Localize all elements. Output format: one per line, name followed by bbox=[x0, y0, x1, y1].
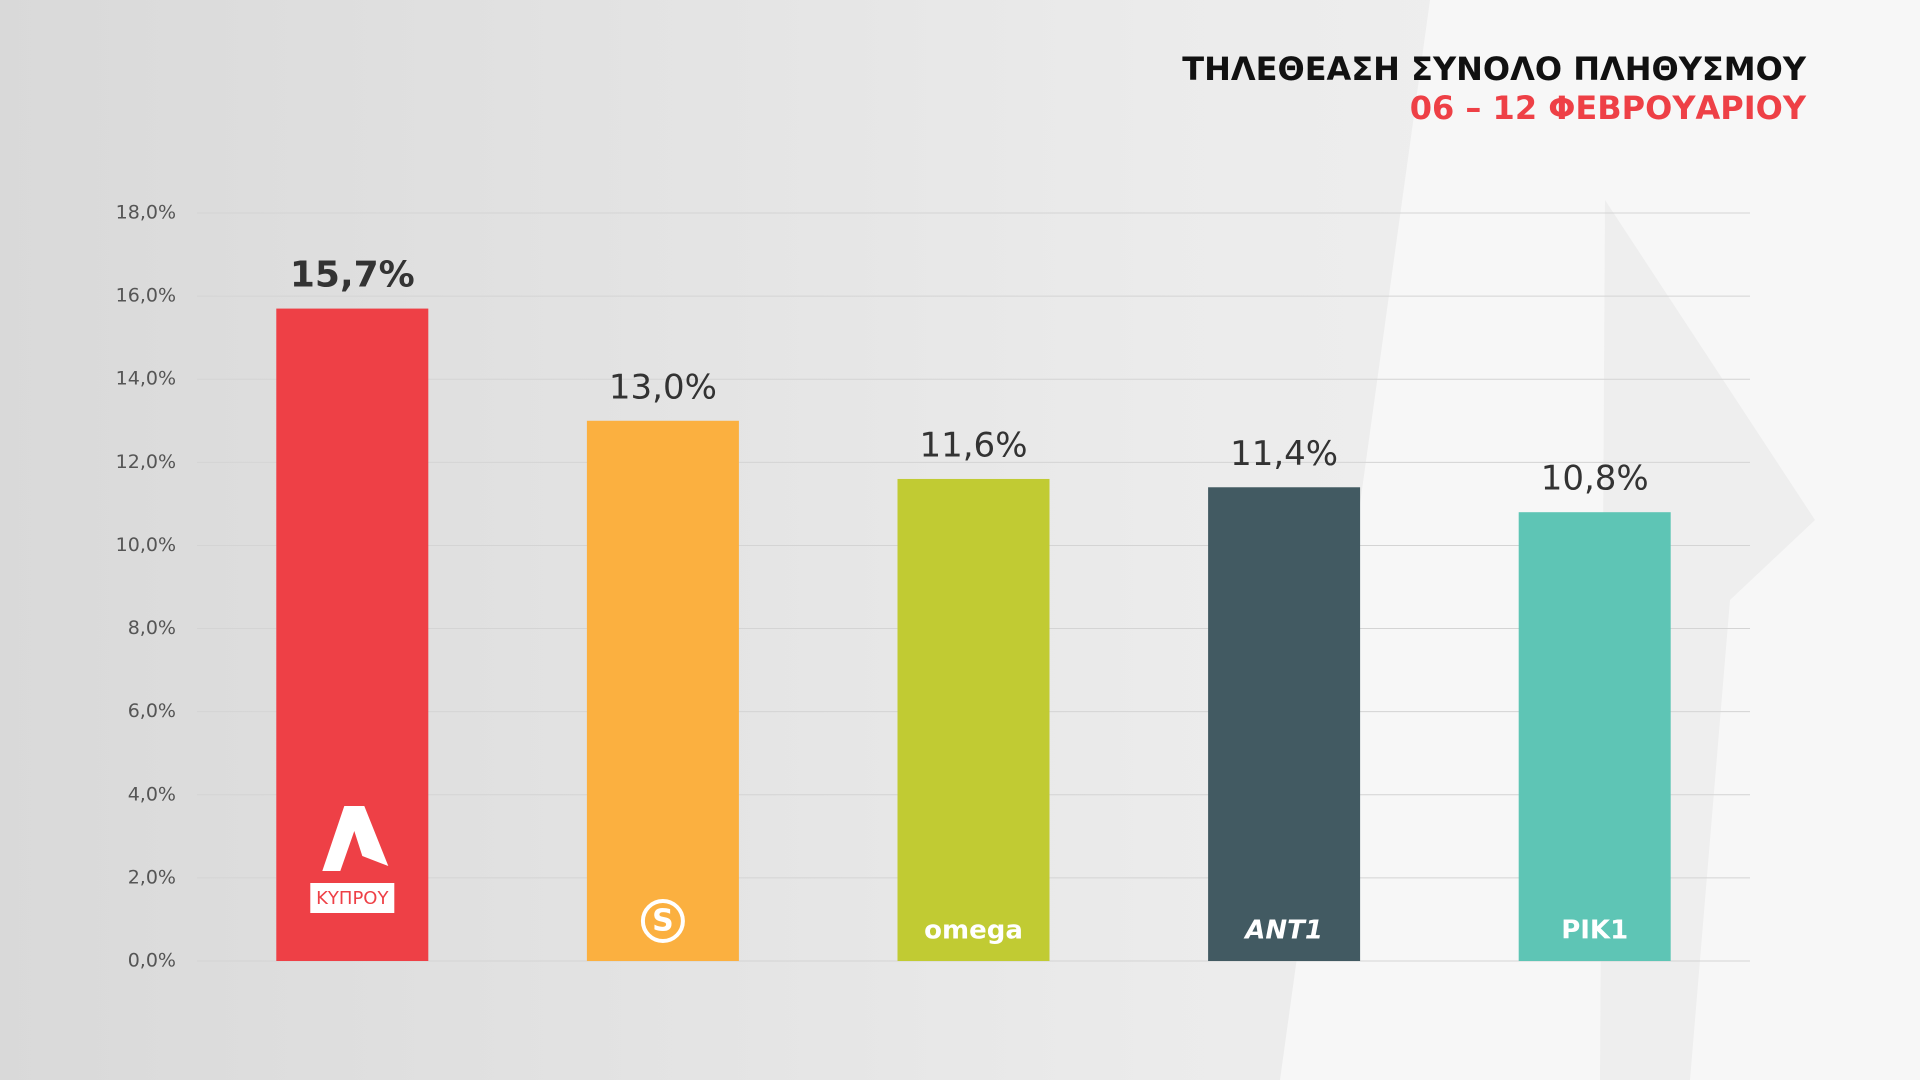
value-label: 11,4% bbox=[1230, 434, 1338, 474]
y-tick-label: 6,0% bbox=[128, 700, 176, 722]
logo-box bbox=[310, 883, 395, 913]
value-label: 13,0% bbox=[609, 367, 717, 407]
y-tick-label: 14,0% bbox=[116, 368, 176, 390]
x-tick-label: omega bbox=[924, 916, 1023, 946]
y-tick-label: 18,0% bbox=[116, 202, 176, 224]
chart-title: ΤΗΛΕΘΕΑΣΗ ΣΥΝΟΛΟ ΠΛΗΘΥΣΜΟΥ bbox=[1182, 50, 1807, 88]
x-tick-label: ΚΥΠΡΟΥ bbox=[316, 888, 389, 909]
x-tick-label: ANT1 bbox=[1243, 916, 1323, 946]
value-label: 10,8% bbox=[1541, 459, 1649, 499]
bar bbox=[276, 308, 429, 962]
bar bbox=[1208, 487, 1361, 961]
y-tick-label: 10,0% bbox=[116, 534, 176, 556]
value-label: 11,6% bbox=[919, 425, 1027, 465]
y-tick-label: 4,0% bbox=[128, 783, 176, 805]
y-tick-label: 16,0% bbox=[116, 285, 176, 307]
value-label: 15,7% bbox=[290, 255, 415, 296]
logo-shape bbox=[322, 806, 389, 871]
logo-ring bbox=[640, 899, 685, 943]
bar bbox=[897, 478, 1050, 961]
y-tick-label: 2,0% bbox=[128, 866, 176, 888]
x-tick-label: ΡΙΚ1 bbox=[1561, 916, 1628, 946]
x-tick-label: S bbox=[652, 904, 674, 939]
bar bbox=[1518, 512, 1671, 961]
chart-subtitle: 06 – 12 ΦΕΒΡΟΥΑΡΙΟΥ bbox=[1410, 89, 1807, 127]
y-tick-label: 0,0% bbox=[128, 950, 176, 972]
y-tick-label: 8,0% bbox=[128, 617, 176, 639]
bar bbox=[586, 420, 739, 961]
y-tick-label: 12,0% bbox=[116, 451, 176, 473]
